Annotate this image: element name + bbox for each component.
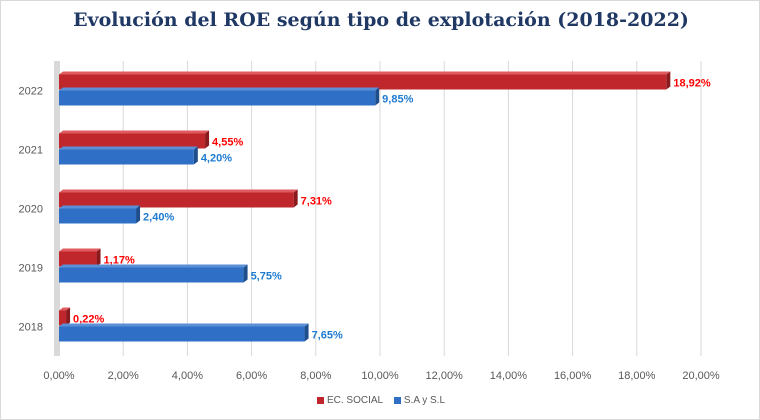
bar-side: [66, 307, 71, 326]
bar-2022-sa-sl: [59, 90, 376, 106]
bar-side: [136, 205, 141, 224]
data-label: 4,20%: [201, 153, 232, 165]
bar-top: [59, 189, 298, 193]
bar-2018-ec-social: [59, 310, 67, 326]
bar-2021-ec-social: [59, 133, 206, 149]
bar-2020-sa-sl: [59, 208, 137, 224]
y-tick-label: 2020: [19, 204, 43, 216]
y-tick-label: 2022: [19, 86, 43, 98]
bar-top: [59, 146, 198, 150]
bar-side: [375, 87, 380, 106]
x-tick-label: 2,00%: [108, 370, 139, 382]
data-label: 0,22%: [73, 314, 104, 326]
y-tick-label: 2019: [19, 263, 43, 275]
bar-top: [59, 264, 248, 268]
x-tick-label: 0,00%: [43, 370, 74, 382]
bar-top: [59, 307, 71, 311]
bar-side: [243, 264, 248, 283]
data-label: 18,92%: [673, 78, 711, 90]
bar-2019-sa-sl: [59, 267, 244, 283]
x-tick-label: 6,00%: [236, 370, 267, 382]
x-tick-label: 10,00%: [361, 370, 399, 382]
y-tick-label: 2021: [19, 145, 43, 157]
bar-top: [59, 205, 141, 209]
axis-wall: [54, 61, 60, 356]
legend-swatch: [316, 397, 324, 404]
bar-side: [304, 323, 309, 342]
data-label: 5,75%: [251, 271, 282, 283]
bar-side: [666, 71, 671, 90]
data-label: 7,65%: [312, 330, 343, 342]
bar-top: [59, 248, 101, 252]
legend-item-ec-social: EC. SOCIAL: [316, 395, 384, 406]
x-tick-label: 16,00%: [554, 370, 592, 382]
bar-side: [205, 130, 210, 149]
x-tick-label: 8,00%: [300, 370, 331, 382]
x-tick-label: 14,00%: [490, 370, 528, 382]
legend: EC. SOCIAL S.A y S.L: [1, 395, 759, 407]
data-label: 7,31%: [301, 196, 332, 208]
x-tick-label: 20,00%: [682, 370, 720, 382]
chart-title: Evolución del ROE según tipo de explotac…: [73, 9, 689, 31]
bar-top: [59, 130, 210, 134]
x-tick-label: 4,00%: [172, 370, 203, 382]
data-label: 1,17%: [104, 255, 135, 267]
legend-item-sa-sl: S.A y S.L: [393, 395, 446, 406]
bar-side: [193, 146, 198, 165]
legend-label: EC. SOCIAL: [326, 395, 384, 406]
legend-swatch: [393, 397, 401, 404]
data-label: 2,40%: [143, 212, 174, 224]
bar-2018-sa-sl: [59, 326, 305, 342]
bar-2019-ec-social: [59, 251, 97, 267]
bar-2021-sa-sl: [59, 149, 194, 165]
x-tick-label: 12,00%: [426, 370, 464, 382]
bar-top: [59, 87, 380, 91]
bar-2022-ec-social: [59, 74, 667, 90]
x-tick-label: 18,00%: [618, 370, 656, 382]
legend-label: S.A y S.L: [403, 395, 446, 406]
y-tick-label: 2018: [19, 322, 43, 334]
bar-2020-ec-social: [59, 192, 294, 208]
bar-side: [293, 189, 298, 208]
bar-side: [96, 248, 101, 267]
data-label: 9,85%: [382, 94, 413, 106]
bar-top: [59, 71, 671, 75]
data-label: 4,55%: [212, 137, 243, 149]
bar-top: [59, 323, 309, 327]
